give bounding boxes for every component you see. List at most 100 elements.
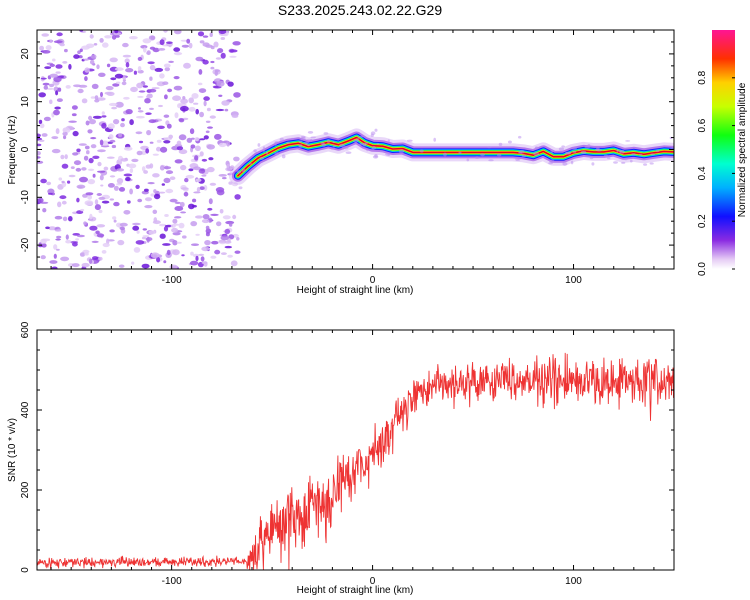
noise-blob bbox=[103, 166, 109, 171]
noise-blob bbox=[122, 76, 126, 80]
noise-blob bbox=[90, 137, 97, 140]
noise-blob bbox=[88, 115, 93, 121]
noise-blob bbox=[154, 67, 164, 72]
noise-blob bbox=[71, 263, 80, 268]
spectrogram-xlabel: Height of straight line (km) bbox=[297, 285, 414, 296]
trace-speck bbox=[458, 151, 462, 154]
noise-blob bbox=[81, 98, 88, 104]
trace-speck bbox=[262, 146, 266, 151]
noise-blob bbox=[146, 93, 153, 99]
trace-speck bbox=[591, 162, 595, 166]
trace-speck bbox=[274, 152, 278, 156]
noise-blob bbox=[159, 233, 166, 239]
noise-blob bbox=[173, 76, 180, 80]
noise-blob bbox=[116, 178, 124, 184]
noise-blob bbox=[141, 263, 150, 269]
trace-speck bbox=[356, 137, 360, 141]
spectrogram-xtick-label: 100 bbox=[565, 275, 582, 286]
noise-blob bbox=[53, 76, 62, 83]
noise-blob bbox=[64, 154, 68, 160]
noise-blob bbox=[123, 173, 133, 177]
noise-blob bbox=[203, 261, 208, 267]
noise-blob bbox=[207, 126, 213, 129]
spectrogram-ytick-label: 20 bbox=[20, 48, 31, 60]
noise-blob bbox=[180, 211, 187, 214]
noise-blob bbox=[97, 170, 106, 173]
noise-blob bbox=[113, 185, 119, 191]
trace-speck bbox=[613, 161, 618, 164]
noise-blob bbox=[55, 238, 61, 241]
noise-blob bbox=[164, 214, 169, 217]
noise-blob bbox=[197, 82, 203, 86]
noise-blob bbox=[213, 41, 219, 48]
noise-blob bbox=[121, 81, 127, 86]
noise-blob bbox=[156, 146, 161, 152]
spectrogram-noise-region bbox=[37, 30, 241, 269]
noise-blob bbox=[110, 77, 117, 81]
noise-blob bbox=[234, 250, 241, 254]
noise-blob bbox=[123, 96, 130, 100]
noise-blob bbox=[88, 168, 95, 171]
noise-blob bbox=[137, 69, 144, 74]
noise-blob bbox=[229, 55, 237, 58]
noise-blob bbox=[55, 128, 60, 135]
noise-blob bbox=[122, 79, 126, 82]
noise-blob bbox=[172, 232, 181, 236]
noise-blob bbox=[37, 197, 44, 204]
snr-ytick-label: 600 bbox=[20, 321, 31, 338]
snr-series-line bbox=[37, 352, 674, 570]
noise-blob bbox=[115, 35, 120, 38]
noise-blob bbox=[61, 163, 69, 169]
noise-blob bbox=[158, 104, 163, 108]
noise-blob bbox=[41, 243, 47, 248]
trace-speck bbox=[259, 156, 264, 160]
trace-speck bbox=[345, 151, 352, 154]
snr-ylabel: SNR (10 * v/v) bbox=[7, 418, 18, 482]
trace-speck bbox=[298, 144, 303, 148]
noise-blob bbox=[87, 194, 92, 200]
noise-blob bbox=[215, 108, 225, 112]
trace-speck bbox=[571, 147, 577, 150]
trace-speck bbox=[253, 149, 257, 153]
noise-blob bbox=[37, 133, 41, 138]
noise-blob bbox=[81, 262, 90, 268]
noise-blob bbox=[46, 87, 54, 90]
spectrogram-ytick-label: -20 bbox=[20, 237, 31, 252]
noise-blob bbox=[229, 222, 233, 227]
noise-blob bbox=[168, 60, 175, 64]
noise-blob bbox=[55, 90, 59, 96]
noise-blob bbox=[56, 248, 60, 251]
noise-blob bbox=[96, 233, 105, 238]
noise-blob bbox=[133, 70, 137, 75]
noise-blob bbox=[202, 35, 209, 38]
noise-blob bbox=[124, 58, 130, 64]
noise-blob bbox=[83, 221, 87, 226]
noise-blob bbox=[57, 201, 62, 208]
noise-blob bbox=[42, 82, 50, 86]
noise-blob bbox=[190, 144, 196, 149]
trace-speck bbox=[474, 156, 480, 160]
noise-blob bbox=[159, 165, 165, 171]
noise-blob bbox=[37, 151, 41, 156]
noise-blob bbox=[142, 38, 152, 44]
noise-blob bbox=[202, 42, 210, 47]
noise-blob bbox=[109, 175, 116, 178]
colorbar: 0.0 0.2 0.4 0.6 0.8 Normalized spectral ampl… bbox=[697, 30, 748, 276]
noise-blob bbox=[207, 207, 213, 211]
noise-blob bbox=[199, 111, 205, 118]
noise-blob bbox=[59, 43, 65, 47]
trace-speck bbox=[498, 142, 503, 146]
noise-blob bbox=[163, 114, 170, 118]
trace-speck bbox=[580, 150, 587, 155]
trace-speck bbox=[631, 153, 636, 156]
noise-blob bbox=[138, 90, 146, 93]
noise-blob bbox=[90, 144, 97, 149]
noise-blob bbox=[228, 234, 235, 240]
noise-blob bbox=[129, 188, 134, 195]
noise-blob bbox=[77, 186, 83, 189]
trace-speck bbox=[257, 143, 261, 147]
noise-blob bbox=[210, 255, 217, 259]
noise-blob bbox=[194, 155, 199, 161]
trace-speck bbox=[517, 157, 521, 161]
noise-blob bbox=[113, 32, 122, 36]
